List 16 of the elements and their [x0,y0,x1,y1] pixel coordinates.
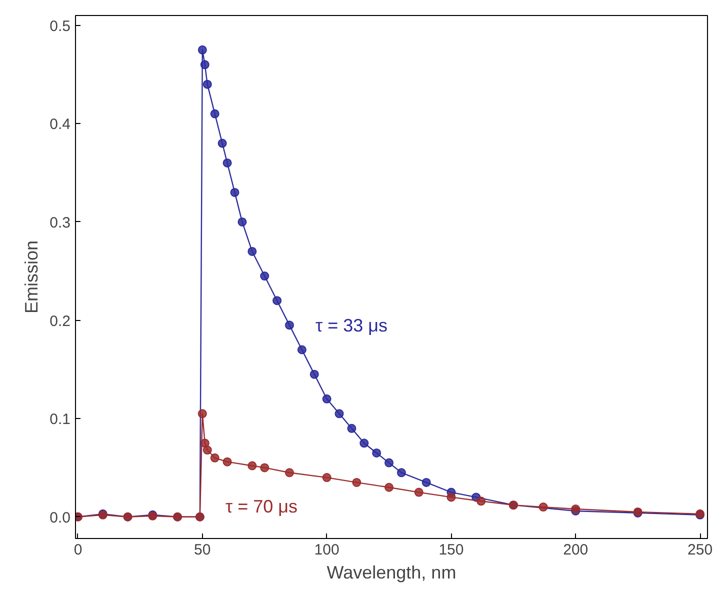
x-tick-label: 0 [74,542,82,558]
y-tick-label: 0.5 [50,18,71,35]
x-tick-label: 150 [438,542,464,558]
x-tick-label: 50 [194,542,211,558]
x-tick-label: 200 [563,542,588,558]
y-tick-label: 0.1 [50,411,71,428]
annotation: τ = 33 μs [316,316,388,336]
y-tick-label: 0.2 [50,312,71,330]
x-axis-title: Wavelength, nm [326,562,456,582]
x-tick-label: 100 [314,542,340,558]
y-tick-label: 0.0 [50,509,71,526]
x-tick-label: 250 [688,542,713,558]
annotation: τ = 70 μs [226,496,298,516]
y-tick-label: 0.3 [50,214,71,232]
y-tick-label: 0.4 [50,116,71,134]
y-axis-title: Emission [22,240,42,314]
